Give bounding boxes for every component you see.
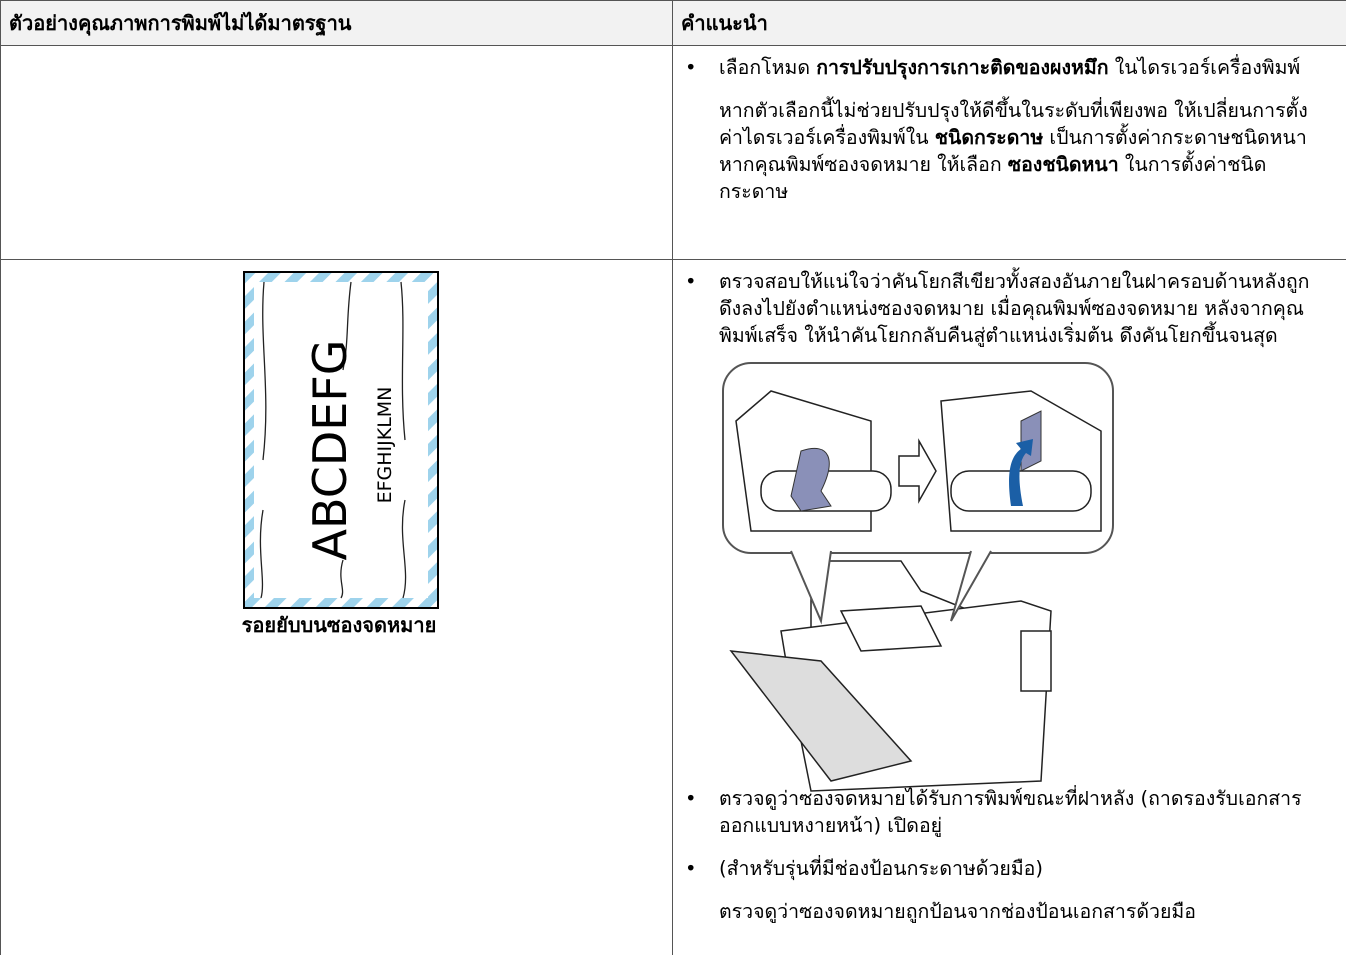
header-cell: คำแนะนำ (672, 0, 1346, 46)
text: ตรวจสอบให้แน่ใจว่าคันโยกสีเขียวทั้งสองอั… (719, 270, 1310, 347)
header-cell: ตัวอย่างคุณภาพการพิมพ์ไม่ได้มาตรฐาน (0, 0, 673, 46)
envelope-text-large: ABCDEFG (303, 340, 357, 561)
bold-text: ชนิดกระดาษ (934, 126, 1044, 149)
text: เป็นการตั้งค่ากระดาษชนิดหนา หากคุณพิมพ์ซ… (719, 126, 1307, 176)
envelope-illustration: ABCDEFG EFGHIJKLMN รอยยับบนซองจดหมาย (242, 271, 439, 637)
text: ตรวจดูว่าซองจดหมายถูกป้อนจากช่องป้อนเอกส… (719, 900, 1196, 923)
bullet-item: เลือกโหมด การปรับปรุงการเกาะติดของผงหมึก… (685, 54, 1316, 81)
cell: ตรวจสอบให้แน่ใจว่าคันโยกสีเขียวทั้งสองอั… (672, 259, 1346, 955)
text: ในไดรเวอร์เครื่องพิมพ์ (1108, 56, 1301, 79)
cell: เลือกโหมด การปรับปรุงการเกาะติดของผงหมึก… (672, 45, 1346, 260)
text: ในการตั้งค่าชนิดกระดาษ (719, 153, 1267, 203)
row: เลือกโหมด การปรับปรุงการเกาะติดของผงหมึก… (0, 45, 1346, 260)
text: ตรวจดูว่าซองจดหมายได้รับการพิมพ์ขณะที่ฝา… (719, 787, 1302, 837)
header-row: ตัวอย่างคุณภาพการพิมพ์ไม่ได้มาตรฐาน คำแน… (0, 0, 1346, 46)
text: เลือกโหมด (719, 56, 817, 79)
paragraph: หากตัวเลือกนี้ไม่ช่วยปรับปรุงให้ดีขึ้นใน… (685, 97, 1316, 205)
text: หากตัวเลือกนี้ไม่ช่วยปรับปรุงให้ดีขึ้นใน… (719, 99, 1308, 149)
bullet-item: ตรวจสอบให้แน่ใจว่าคันโยกสีเขียวทั้งสองอั… (685, 268, 1316, 349)
paragraph: ตรวจดูว่าซองจดหมายถูกป้อนจากช่องป้อนเอกส… (685, 898, 1316, 925)
cell (0, 45, 673, 260)
bold-text: การปรับปรุงการเกาะติดของผงหมึก (816, 56, 1109, 79)
cell: ABCDEFG EFGHIJKLMN รอยยับบนซองจดหมาย (0, 259, 673, 955)
envelope-text-small: EFGHIJKLMN (374, 387, 396, 504)
bullet-item: (สำหรับรุ่นที่มีช่องป้อนกระดาษด้วยมือ) (685, 855, 1316, 882)
bold-text: ซองชนิดหนา (1007, 153, 1119, 176)
printer-illustration (722, 362, 1114, 792)
text: (สำหรับรุ่นที่มีช่องป้อนกระดาษด้วยมือ) (719, 857, 1043, 880)
row: ABCDEFG EFGHIJKLMN รอยยับบนซองจดหมาย ตรว… (0, 259, 1346, 955)
caption: รอยยับบนซองจดหมาย (242, 613, 437, 637)
bullet-item: ตรวจดูว่าซองจดหมายได้รับการพิมพ์ขณะที่ฝา… (685, 785, 1316, 839)
